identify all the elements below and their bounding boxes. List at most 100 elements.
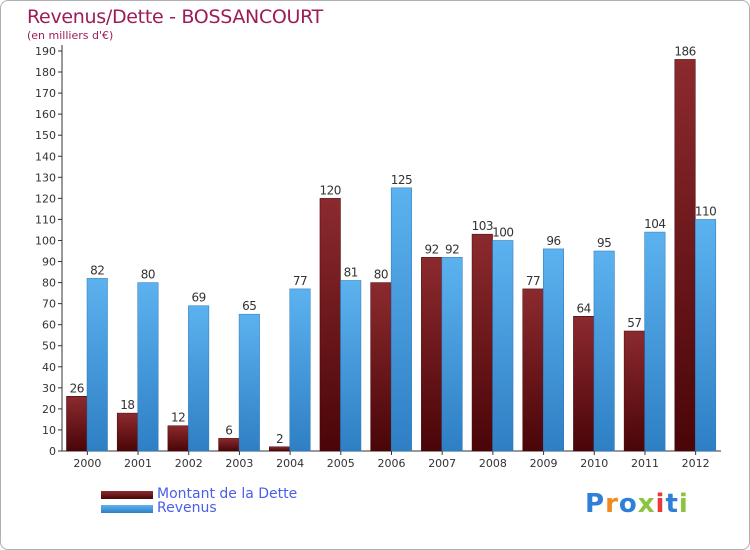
- x-tick-label: 2008: [479, 457, 507, 470]
- bar-dette: [319, 198, 341, 452]
- data-label-dette: 12: [171, 411, 185, 425]
- bar-revenus: [695, 219, 717, 452]
- bar-revenus: [238, 313, 260, 452]
- x-tick-label: 2007: [428, 457, 456, 470]
- bar-revenus: [137, 282, 159, 452]
- data-label-dette: 2: [276, 432, 283, 446]
- y-tick-label: 70: [42, 298, 56, 311]
- bar-revenus: [86, 278, 108, 452]
- logo-letter: o: [618, 489, 638, 519]
- y-tick-label: 160: [35, 108, 56, 121]
- bar-dette: [573, 316, 595, 452]
- legend-swatch-debt: [101, 491, 153, 499]
- logo-letter: r: [605, 489, 619, 519]
- bar-dette: [623, 330, 645, 452]
- data-label-revenus: 69: [191, 291, 205, 305]
- x-tick-label: 2000: [73, 457, 101, 470]
- bar-dette: [66, 396, 88, 452]
- data-label-revenus: 96: [546, 234, 560, 248]
- data-label-revenus: 104: [644, 217, 665, 231]
- data-label-revenus: 110: [695, 204, 716, 218]
- legend-label-debt: Montant de la Dette: [157, 486, 298, 502]
- y-tick-label: 180: [35, 66, 56, 79]
- bar-dette: [167, 425, 189, 452]
- x-tick-label: 2011: [631, 457, 659, 470]
- x-tick-label: 2003: [225, 457, 253, 470]
- data-label-revenus: 81: [344, 265, 358, 279]
- y-tick-label: 140: [35, 150, 56, 163]
- legend-swatch-revenus: [101, 505, 153, 513]
- bar-revenus: [289, 288, 311, 452]
- chart-subtitle: (en milliers d'€): [27, 29, 114, 42]
- x-tick-label: 2002: [175, 457, 203, 470]
- y-tick-label: 130: [35, 171, 56, 184]
- data-label-revenus: 125: [391, 173, 412, 187]
- x-tick-label: 2001: [124, 457, 152, 470]
- data-label-revenus: 100: [492, 225, 513, 239]
- y-tick-label: 50: [42, 340, 56, 353]
- y-tick-label: 170: [35, 87, 56, 100]
- data-label-dette: 186: [674, 44, 695, 58]
- data-label-revenus: 92: [445, 242, 459, 256]
- bar-dette: [674, 59, 696, 452]
- x-tick-label: 2004: [276, 457, 304, 470]
- bar-revenus: [441, 257, 463, 452]
- y-tick-label: 0: [49, 445, 56, 458]
- data-label-dette: 92: [424, 242, 438, 256]
- bar-revenus: [188, 305, 210, 452]
- y-tick-label: 100: [35, 234, 56, 247]
- bar-dette: [218, 438, 240, 452]
- logo-letter: t: [665, 489, 679, 519]
- bar-dette: [116, 412, 138, 452]
- x-tick-label: 2010: [580, 457, 608, 470]
- data-label-revenus: 65: [242, 299, 256, 313]
- bar-revenus: [542, 248, 564, 452]
- bar-revenus: [340, 280, 362, 452]
- y-tick-label: 150: [35, 129, 56, 142]
- data-label-dette: 120: [320, 183, 341, 197]
- data-label-dette: 64: [577, 301, 591, 315]
- y-tick-label: 60: [42, 319, 56, 332]
- logo-letter: i: [678, 489, 689, 519]
- bar-revenus: [390, 187, 412, 452]
- bar-revenus: [593, 250, 615, 452]
- data-label-dette: 6: [225, 423, 232, 437]
- bar-revenus: [492, 240, 514, 452]
- logo-letter: x: [637, 489, 656, 519]
- y-tick-label: 190: [35, 45, 56, 58]
- bar-revenus: [644, 231, 666, 452]
- data-label-revenus: 82: [90, 263, 104, 277]
- data-label-dette: 57: [627, 316, 641, 330]
- data-label-dette: 103: [472, 219, 493, 233]
- x-tick-label: 2005: [327, 457, 355, 470]
- data-label-revenus: 77: [293, 274, 307, 288]
- data-label-revenus: 95: [597, 236, 611, 250]
- bar-dette: [421, 257, 443, 452]
- x-tick-label: 2009: [530, 457, 558, 470]
- bar-dette: [269, 446, 291, 452]
- data-label-dette: 80: [374, 268, 388, 282]
- data-label-dette: 77: [526, 274, 540, 288]
- proxiti-logo: Proxiti: [585, 489, 689, 519]
- bar-dette: [471, 233, 493, 452]
- bars-group: [66, 59, 717, 452]
- logo-letter: P: [585, 489, 606, 519]
- y-tick-label: 110: [35, 213, 56, 226]
- data-label-dette: 26: [70, 381, 84, 395]
- y-tick-label: 30: [42, 382, 56, 395]
- y-tick-label: 80: [42, 277, 56, 290]
- y-tick-label: 120: [35, 192, 56, 205]
- y-tick-label: 10: [42, 424, 56, 437]
- chart-title: Revenus/Dette - BOSSANCOURT: [27, 6, 323, 28]
- x-tick-label: 2012: [682, 457, 710, 470]
- y-tick-label: 90: [42, 256, 56, 269]
- x-tick-label: 2006: [378, 457, 406, 470]
- legend-label-revenus: Revenus: [157, 500, 217, 516]
- data-label-dette: 18: [120, 398, 134, 412]
- logo-letter: i: [655, 489, 666, 519]
- data-label-revenus: 80: [141, 268, 155, 282]
- bar-dette: [370, 282, 392, 452]
